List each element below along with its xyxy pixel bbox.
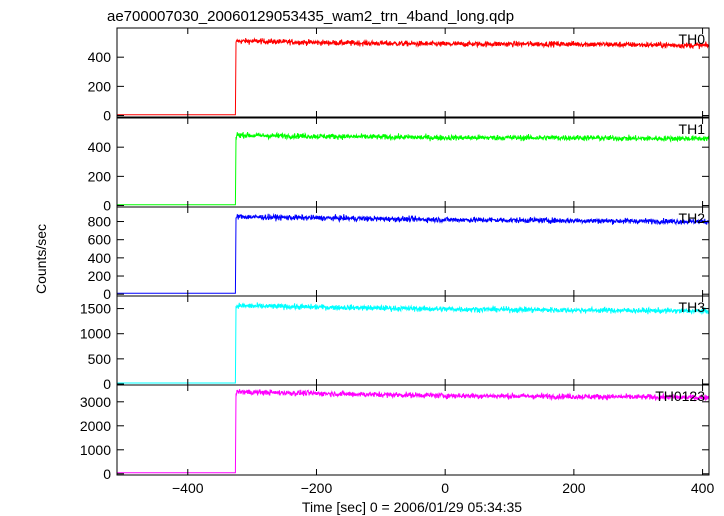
panel-frame xyxy=(116,27,710,118)
y-tick-label: 200 xyxy=(88,268,112,284)
x-axis-label: Time [sec] 0 = 2006/01/29 05:34:35 xyxy=(302,499,522,515)
panel-frame xyxy=(116,384,710,476)
panel-label: TH3 xyxy=(679,299,706,315)
y-tick-label: 400 xyxy=(88,250,112,266)
y-tick-label: 0 xyxy=(103,376,111,392)
x-axis: −400 −200 0 200 400 xyxy=(172,480,714,496)
y-tick-label: 0 xyxy=(103,108,111,124)
y-tick-label: 400 xyxy=(88,139,112,155)
x-tick-label: −400 xyxy=(172,480,204,496)
panel-label: TH0123 xyxy=(655,388,705,404)
panel-th3: 0 500 1000 1500 TH3 xyxy=(80,295,710,392)
panel-th1: 0 200 400 TH1 xyxy=(88,117,710,214)
chart-title: ae700007030_20060129053435_wam2_trn_4ban… xyxy=(107,8,514,25)
y-tick-label: 1000 xyxy=(80,442,111,458)
panel-stack: 0 200 400 TH0 0 200 400 TH1 0 200 400 600 800 TH2 0 500… xyxy=(80,27,710,482)
x-tick-label: 400 xyxy=(691,480,715,496)
x-tick-label: 200 xyxy=(562,480,586,496)
y-tick-label: 800 xyxy=(88,214,112,230)
y-tick-label: 400 xyxy=(88,49,112,65)
y-axis-label: Counts/sec xyxy=(33,224,49,294)
x-tick-label: −200 xyxy=(301,480,333,496)
y-tick-label: 0 xyxy=(103,198,111,214)
panel-th0123: 0 1000 2000 3000 TH0123 xyxy=(80,384,710,482)
panel-label: TH2 xyxy=(679,210,706,226)
lightcurve-th0 xyxy=(117,37,710,116)
panel-label: TH0 xyxy=(679,31,706,47)
panel-th0: 0 200 400 TH0 xyxy=(88,27,710,124)
lightcurve-th3 xyxy=(117,302,710,384)
y-tick-label: 0 xyxy=(103,466,111,482)
y-tick-label: 500 xyxy=(88,351,112,367)
y-tick-label: 3000 xyxy=(80,394,111,410)
lightcurve-th2 xyxy=(117,212,710,294)
y-tick-label: 200 xyxy=(88,168,112,184)
panel-label: TH1 xyxy=(679,121,706,137)
y-tick-label: 1500 xyxy=(80,301,111,317)
x-tick-label: 0 xyxy=(441,480,449,496)
panel-th2: 0 200 400 600 800 TH2 xyxy=(88,206,710,302)
lightcurve-th1 xyxy=(117,131,710,206)
panel-frame xyxy=(116,117,710,208)
y-tick-label: 2000 xyxy=(80,418,111,434)
y-tick-label: 1000 xyxy=(80,326,111,342)
lightcurve-th0123 xyxy=(117,389,710,474)
y-tick-label: 600 xyxy=(88,232,112,248)
y-tick-label: 200 xyxy=(88,78,112,94)
y-tick-label: 0 xyxy=(103,286,111,302)
